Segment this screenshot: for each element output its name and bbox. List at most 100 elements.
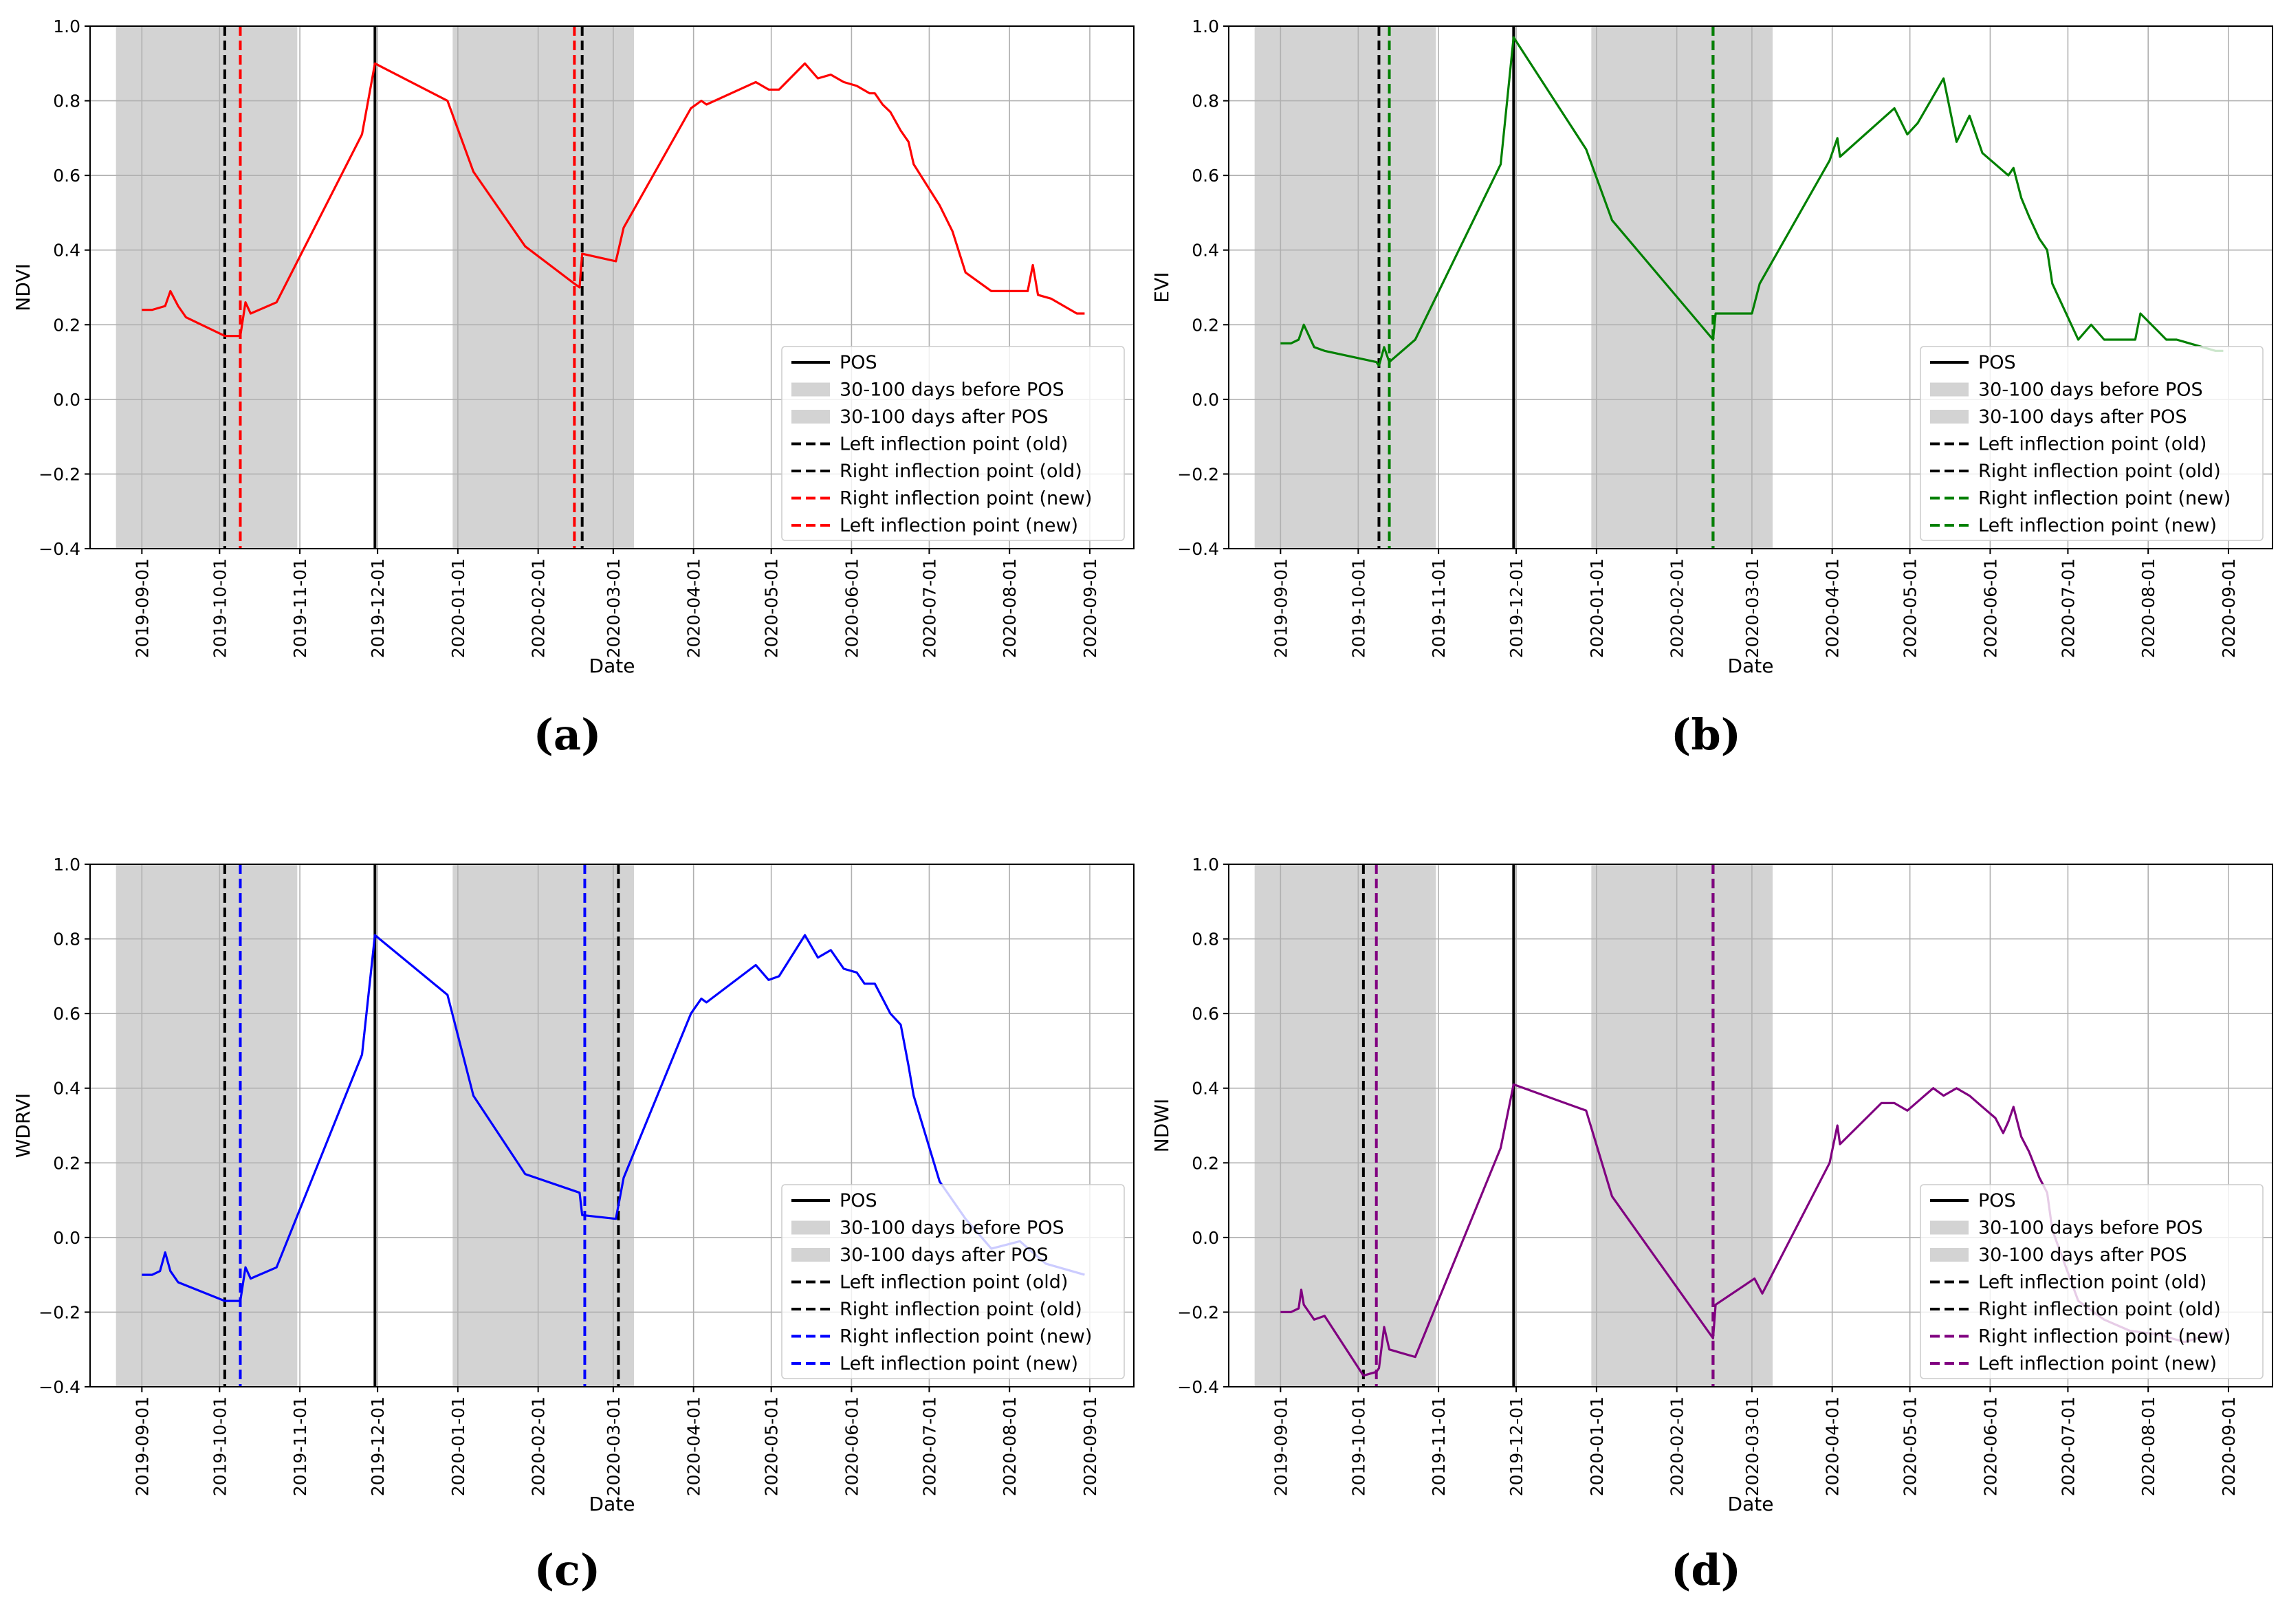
x-axis-label: Date — [1728, 1493, 1774, 1515]
shaded-before-pos — [1254, 864, 1436, 1387]
x-axis-label: Date — [1728, 655, 1774, 677]
legend-label-pos: POS — [840, 1190, 877, 1211]
x-tick-label: 2020-07-01 — [2058, 558, 2078, 658]
legend: POS 30-100 days before POS 30-100 days aft… — [781, 346, 1125, 541]
x-tick-label: 2020-08-01 — [2138, 558, 2158, 658]
y-tick-label: 1.0 — [1192, 855, 1219, 875]
x-tick-label: 2019-11-01 — [290, 1396, 310, 1496]
y-tick-label: 0.0 — [1192, 1228, 1219, 1248]
shaded-after-pos — [452, 864, 635, 1387]
legend-handle-after — [791, 410, 830, 424]
legend-label-pos: POS — [1978, 1190, 2016, 1211]
y-tick-label: 0.2 — [1192, 315, 1219, 335]
y-tick-label: −0.4 — [1177, 1377, 1219, 1397]
shaded-before-pos — [116, 26, 298, 549]
y-tick-label: 0.0 — [53, 1228, 80, 1248]
x-tick-label: 2020-05-01 — [1901, 558, 1920, 658]
data-series-ndwi — [1280, 1083, 2224, 1377]
x-tick-label: 2020-09-01 — [1080, 558, 1100, 658]
x-tick-label: 2019-11-01 — [290, 558, 310, 658]
x-tick-label: 2020-01-01 — [448, 1396, 468, 1496]
data-series-ndvi — [142, 62, 1085, 338]
axes-frame — [89, 25, 1135, 549]
legend-label-left-new: Left inflection point (new) — [840, 515, 1078, 536]
shaded-before-pos — [116, 864, 298, 1387]
x-tick-label: 2019-10-01 — [1348, 558, 1368, 658]
y-tick-label: 0.6 — [53, 166, 80, 186]
x-tick-label: 2020-01-01 — [1587, 1396, 1607, 1496]
x-tick-label: 2019-09-01 — [132, 1396, 152, 1496]
legend-label-left-old: Left inflection point (old) — [1978, 1272, 2206, 1293]
shaded-after-pos — [1591, 26, 1773, 549]
x-tick-label: 2019-12-01 — [368, 1396, 388, 1496]
y-tick-label: 1.0 — [1192, 17, 1219, 36]
legend-label-after: 30-100 days after POS — [840, 406, 1049, 428]
x-tick-label: 2019-10-01 — [210, 558, 230, 658]
x-tick-label: 2020-02-01 — [1667, 1396, 1687, 1496]
x-tick-label: 2020-03-01 — [1742, 1396, 1762, 1496]
x-tick-label: 2019-11-01 — [1429, 558, 1449, 658]
y-axis-label: NDVI — [12, 263, 34, 311]
legend: POS 30-100 days before POS 30-100 days aft… — [1920, 346, 2264, 541]
x-axis-label: Date — [589, 655, 635, 677]
y-tick-label: 0.0 — [53, 390, 80, 410]
legend-label-pos: POS — [1978, 352, 2016, 373]
x-tick-label: 2019-10-01 — [210, 1396, 230, 1496]
axes-frame — [89, 864, 1135, 1387]
legend-handle-before — [1930, 1220, 1969, 1235]
legend-handle-before — [791, 382, 830, 397]
legend-handle-after — [1930, 1248, 1969, 1262]
y-tick-label: 0.6 — [1192, 166, 1219, 186]
legend-handle-before — [1930, 382, 1969, 397]
x-tick-label: 2020-09-01 — [1080, 1396, 1100, 1496]
x-tick-label: 2020-06-01 — [1980, 1396, 2000, 1496]
y-tick-label: 0.8 — [1192, 930, 1219, 950]
y-tick-label: 0.2 — [1192, 1153, 1219, 1173]
shaded-after-pos — [452, 26, 635, 549]
legend-label-right-new: Right inflection point (new) — [840, 488, 1092, 509]
y-tick-label: 0.4 — [53, 241, 80, 261]
x-tick-label: 2020-06-01 — [1980, 558, 2000, 658]
x-tick-label: 2019-12-01 — [1507, 558, 1526, 658]
y-tick-label: −0.4 — [39, 539, 80, 559]
legend-label-right-old: Right inflection point (old) — [840, 1299, 1082, 1320]
y-axis-label: EVI — [1150, 272, 1173, 303]
x-tick-label: 2020-02-01 — [529, 1396, 549, 1496]
legend-box — [1920, 1184, 2264, 1379]
legend-label-after: 30-100 days after POS — [1978, 406, 2187, 428]
shaded-after-pos — [1591, 864, 1773, 1387]
x-tick-label: 2020-09-01 — [2219, 558, 2239, 658]
panel-c: 1.0 0.8 0.6 0.4 0.2 0.0 −0.2 −0.4 2019-09-01 2019… — [12, 855, 1135, 1595]
y-tick-label: 0.8 — [53, 91, 80, 111]
panel-d: 1.0 0.8 0.6 0.4 0.2 0.0 −0.2 −0.4 2019-09-01 2019… — [1150, 855, 2273, 1595]
x-tick-label: 2020-03-01 — [604, 1396, 624, 1496]
panel-a: 1.0 0.8 0.6 0.4 0.2 0.0 −0.2 −0.4 2019-09-01 2019… — [12, 17, 1135, 760]
legend-box — [1920, 346, 2264, 541]
x-tick-label: 2020-04-01 — [1823, 1396, 1843, 1496]
x-tick-label: 2020-06-01 — [842, 1396, 862, 1496]
y-tick-label: −0.2 — [39, 1302, 80, 1322]
x-tick-label: 2019-09-01 — [132, 558, 152, 658]
x-tick-label: 2020-08-01 — [1000, 558, 1020, 658]
panel-caption: (a) — [534, 710, 602, 760]
data-series-wdrvi — [142, 934, 1085, 1302]
axes-frame — [1228, 25, 2273, 549]
panel-caption: (c) — [534, 1545, 600, 1595]
y-tick-label: −0.4 — [1177, 539, 1219, 559]
legend-label-left-new: Left inflection point (new) — [840, 1353, 1078, 1374]
x-tick-label: 2020-04-01 — [1823, 558, 1843, 658]
y-tick-label: 1.0 — [53, 17, 80, 36]
x-tick-label: 2019-12-01 — [368, 558, 388, 658]
x-tick-label: 2020-01-01 — [1587, 558, 1607, 658]
legend-label-before: 30-100 days before POS — [840, 380, 1064, 401]
legend-box — [781, 1184, 1125, 1379]
legend-handle-after — [1930, 410, 1969, 424]
y-tick-label: 1.0 — [53, 855, 80, 875]
x-tick-label: 2019-09-01 — [1271, 558, 1291, 658]
x-tick-label: 2020-08-01 — [1000, 1396, 1020, 1496]
x-tick-label: 2020-05-01 — [762, 1396, 782, 1496]
x-tick-label: 2019-09-01 — [1271, 1396, 1291, 1496]
y-tick-label: 0.8 — [1192, 91, 1219, 111]
x-tick-label: 2019-10-01 — [1348, 1396, 1368, 1496]
x-tick-label: 2020-06-01 — [842, 558, 862, 658]
